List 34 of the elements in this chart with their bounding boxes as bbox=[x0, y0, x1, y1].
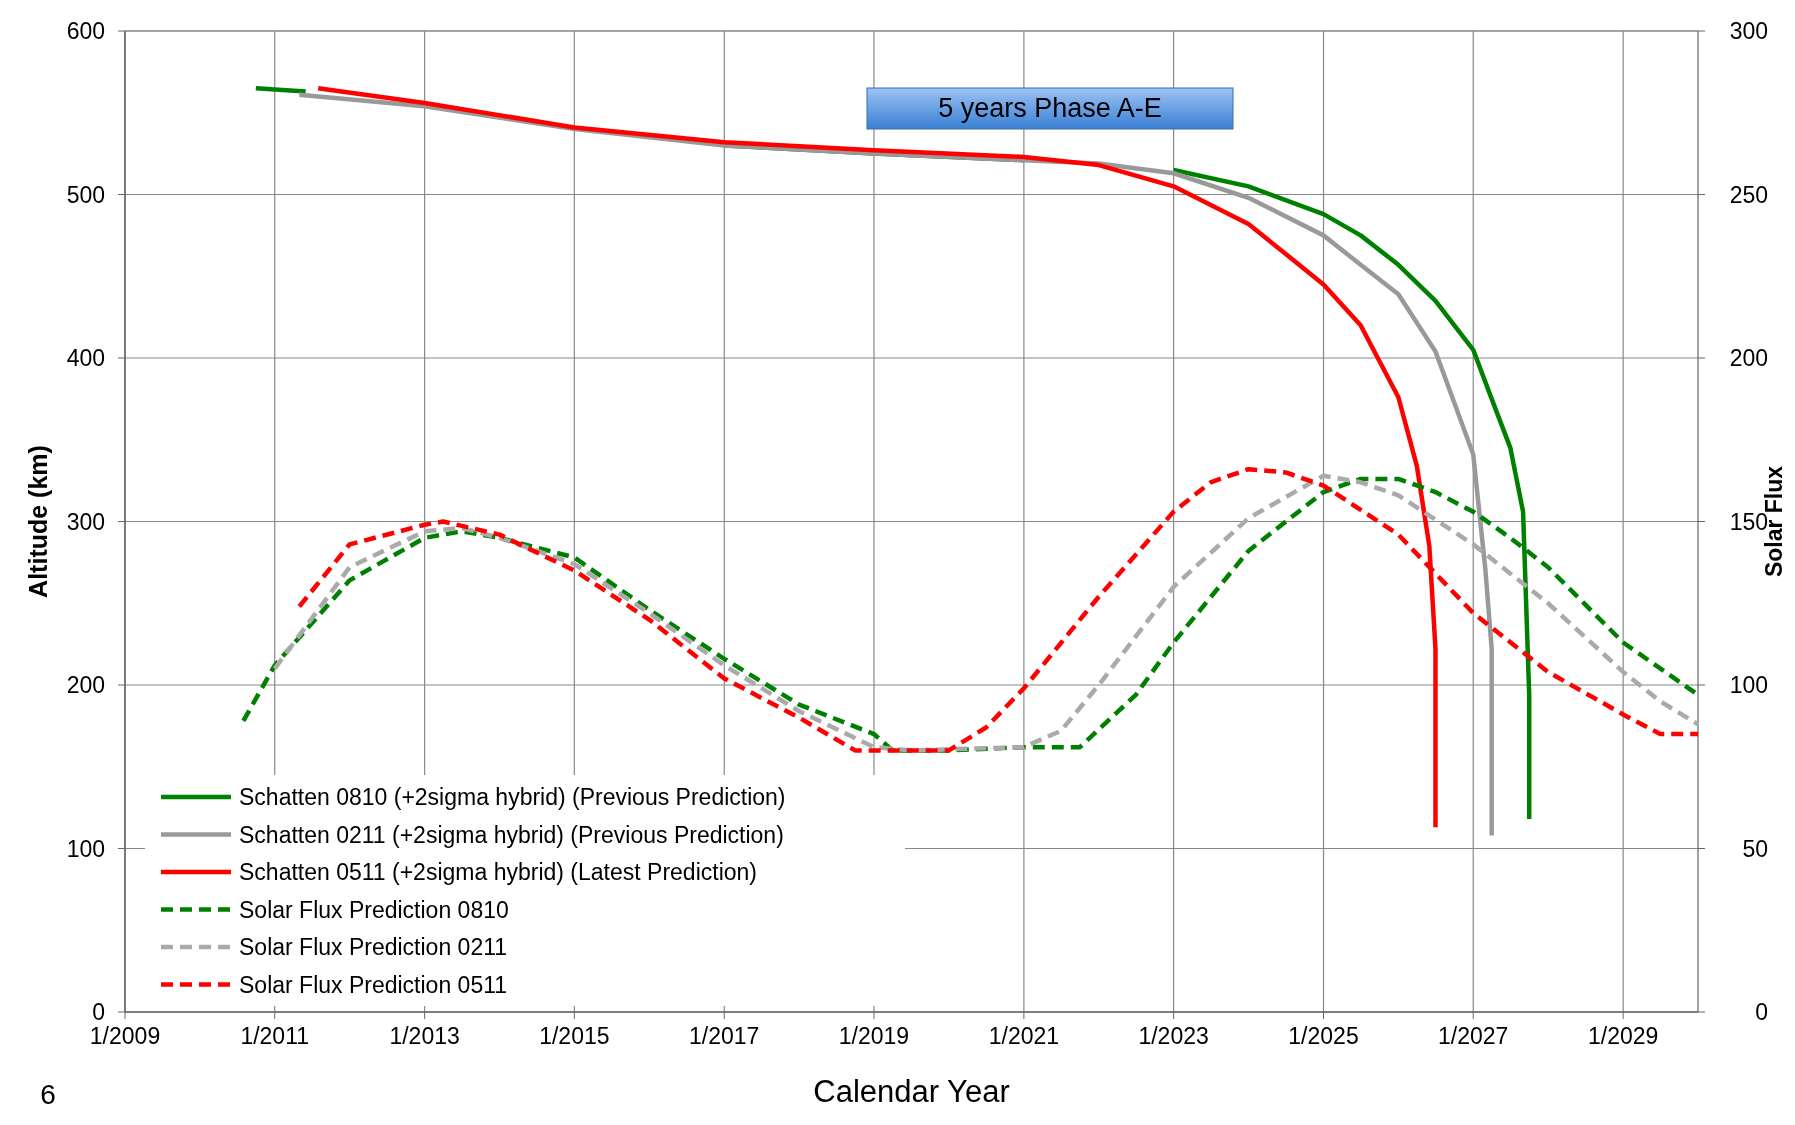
text: 6 bbox=[40, 1079, 56, 1110]
y2-tick-label: 300 bbox=[1729, 18, 1768, 45]
x-tick-label: 1/2027 bbox=[1438, 1023, 1509, 1049]
legend-label: Schatten 0511 (+2sigma hybrid) (Latest Prediction) bbox=[239, 859, 757, 885]
y2-tick-label: 200 bbox=[1729, 345, 1768, 372]
legend-label: Solar Flux Prediction 0511 bbox=[239, 971, 508, 998]
annotation: 5 years Phase A-E bbox=[938, 93, 1162, 123]
y-tick-label: 0 bbox=[92, 999, 105, 1026]
x-tick-label: 1/2017 bbox=[689, 1023, 760, 1049]
x-tick-label: 1/2019 bbox=[838, 1023, 910, 1049]
y2-tick-label: 100 bbox=[1729, 672, 1768, 699]
x-tick-label: 1/2025 bbox=[1288, 1023, 1359, 1049]
y-tick-label: 200 bbox=[66, 672, 105, 699]
x-tick-label: 1/2011 bbox=[240, 1023, 310, 1049]
x-tick-label: 1/2015 bbox=[539, 1023, 610, 1049]
legend-label: Schatten 0810 (+2sigma hybrid) (Previous Prediction) bbox=[239, 784, 786, 810]
legend-label: Schatten 0211 (+2sigma hybrid) (Previous Prediction) bbox=[239, 821, 784, 848]
y-tick-label: 400 bbox=[66, 345, 105, 372]
y-tick-label: 100 bbox=[66, 835, 105, 862]
legend-label: Solar Flux Prediction 0211 bbox=[239, 934, 508, 960]
y-tick-label: 500 bbox=[66, 181, 105, 208]
x-tick-label: 1/2029 bbox=[1587, 1023, 1659, 1049]
y2-tick-label: 0 bbox=[1755, 999, 1768, 1026]
y2-tick-label: 250 bbox=[1729, 181, 1768, 208]
x-tick-label: 1/2021 bbox=[988, 1023, 1060, 1049]
y-tick-label: 300 bbox=[66, 508, 105, 535]
x-tick-label: 1/2009 bbox=[89, 1023, 161, 1049]
x-axis-title: Calendar Year bbox=[813, 1074, 1010, 1109]
y2-tick-label: 50 bbox=[1742, 835, 1768, 862]
legend-label: Solar Flux Prediction 0810 bbox=[239, 896, 509, 923]
y-tick-label: 600 bbox=[66, 18, 105, 45]
x-tick-label: 1/2013 bbox=[389, 1023, 460, 1049]
x-tick-label: 1/2023 bbox=[1138, 1023, 1209, 1049]
y-axis-title: Altitude (km) bbox=[24, 445, 52, 598]
